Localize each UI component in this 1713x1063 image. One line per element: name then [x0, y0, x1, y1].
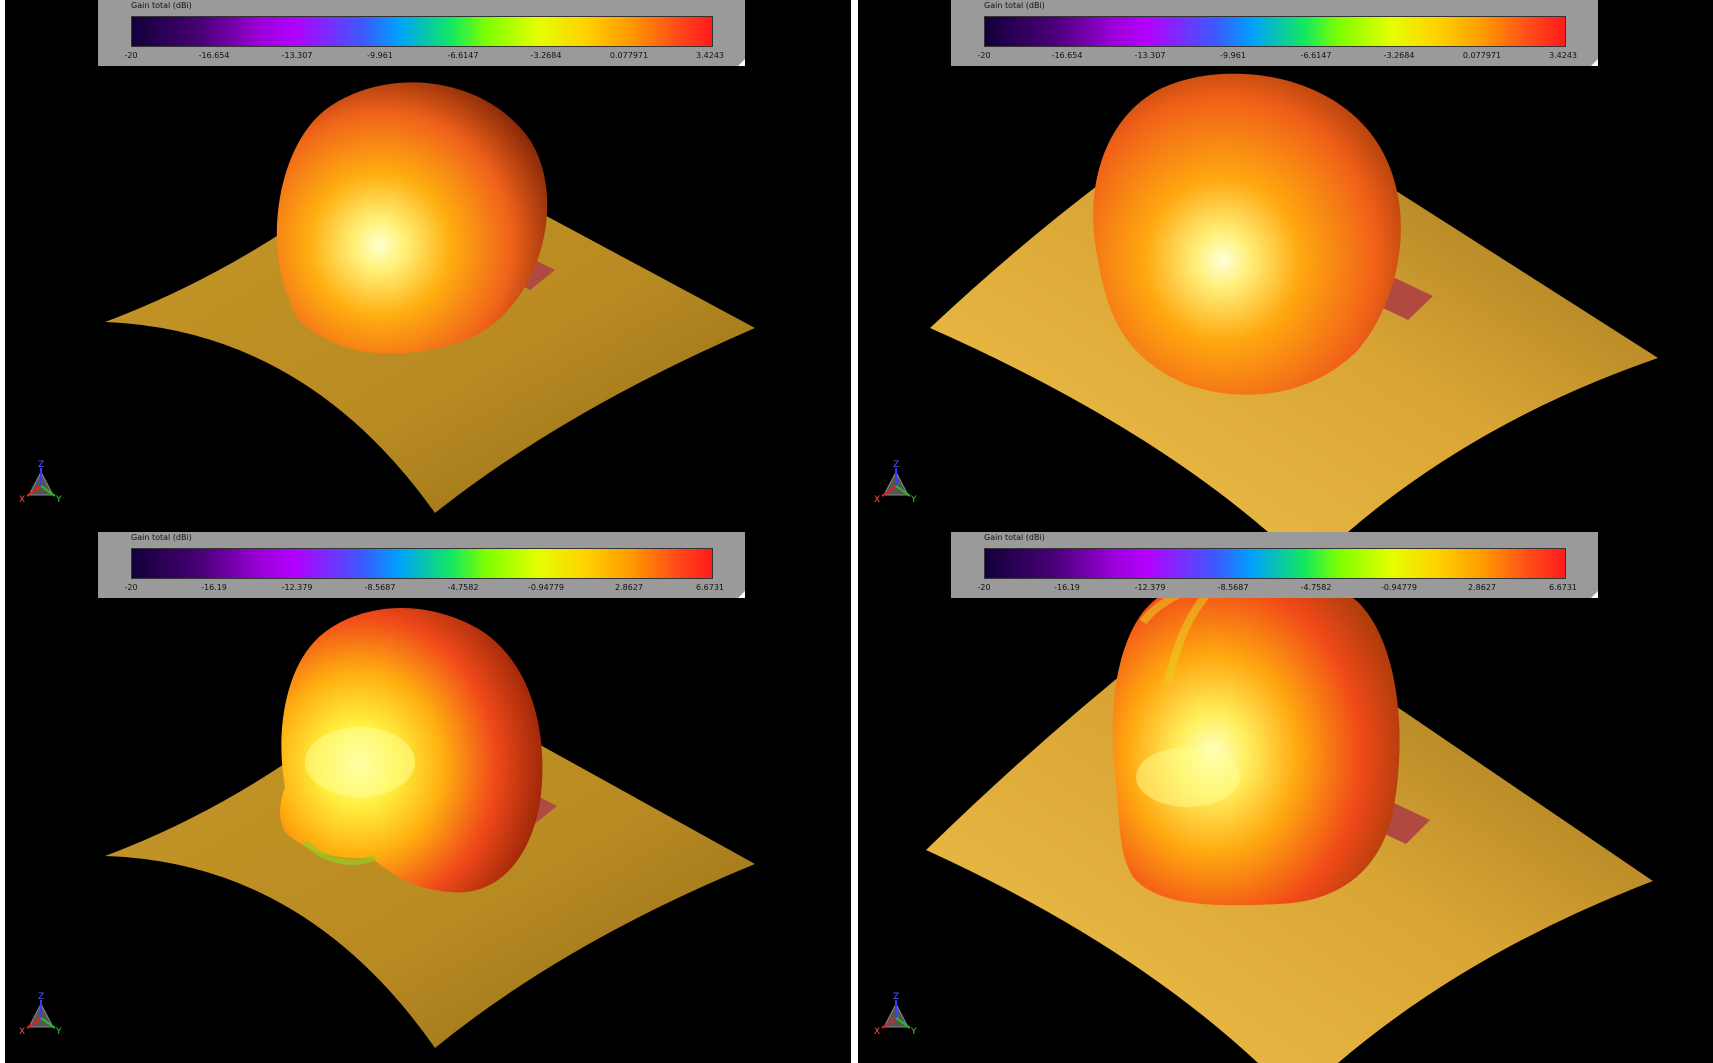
axis-triad: Z X Y — [19, 460, 62, 504]
axis-y-label: Y — [55, 495, 62, 504]
axis-triad: Z X Y — [874, 992, 917, 1036]
legend-tick-label: -16.19 — [1054, 583, 1080, 592]
color-legend: Gain total (dBi) -20 -16.654 -13.307 -9.… — [98, 0, 745, 66]
axis-x-label: X — [874, 1027, 880, 1036]
legend-tick-label: -20 — [124, 51, 138, 60]
pattern-3d-lobe — [1093, 73, 1401, 395]
legend-resize-handle[interactable] — [738, 591, 745, 598]
legend-tick-label: 0.077971 — [1462, 51, 1502, 60]
legend-tick-label: -6.6147 — [447, 51, 479, 60]
legend-tick-label: 2.8627 — [1468, 583, 1496, 592]
legend-tick-label: -13.307 — [281, 51, 313, 60]
legend-title: Gain total (dBi) — [131, 1, 192, 10]
legend-tick-label: -4.7582 — [447, 583, 479, 592]
axis-y-label: Y — [910, 495, 917, 504]
axis-z-label: Z — [38, 992, 44, 1002]
legend-tick-label: -20 — [124, 583, 138, 592]
legend-resize-handle[interactable] — [738, 59, 745, 66]
pattern-3d-lobe — [276, 82, 548, 354]
axis-x-label: X — [19, 1027, 25, 1036]
legend-colorbar — [984, 16, 1566, 47]
radiation-pattern-scene — [105, 82, 755, 513]
legend-resize-handle[interactable] — [1591, 59, 1598, 66]
legend-tick-label: 3.4243 — [1549, 51, 1577, 60]
legend-tick-label: -12.379 — [1134, 583, 1166, 592]
axis-x-label: X — [19, 495, 25, 504]
radiation-pattern-scene — [926, 570, 1653, 1063]
legend-colorbar — [131, 548, 713, 579]
axis-z-label: Z — [893, 992, 899, 1002]
pattern-3d-lobe — [1112, 570, 1400, 906]
legend-colorbar — [131, 16, 713, 47]
legend-tick-label: -16.654 — [1051, 51, 1083, 60]
legend-tick-label: 6.6731 — [696, 583, 724, 592]
legend-tick-label: -16.654 — [198, 51, 230, 60]
view-panel-bottom-right: Gain total (dBi) -20 -16.19 -12.379 -8.5… — [858, 532, 1713, 1063]
color-legend: Gain total (dBi) -20 -16.19 -12.379 -8.5… — [951, 532, 1598, 598]
legend-tick-label: -0.94779 — [528, 583, 564, 592]
legend-tick-label: -13.307 — [1134, 51, 1166, 60]
legend-tick-label: 3.4243 — [696, 51, 724, 60]
legend-tick-label: -6.6147 — [1300, 51, 1332, 60]
axis-triad: Z X Y — [874, 460, 917, 504]
axis-triad: Z X Y — [19, 992, 62, 1036]
legend-tick-label: -8.5687 — [364, 583, 396, 592]
view-panel-bottom-left: Gain total (dBi) -20 -16.19 -12.379 -8.5… — [5, 532, 851, 1063]
legend-tick-label: -9.961 — [367, 51, 393, 60]
axis-x-label: X — [874, 495, 880, 504]
axis-y-label: Y — [55, 1027, 62, 1036]
legend-tick-label: 2.8627 — [615, 583, 643, 592]
legend-tick-label: -9.961 — [1220, 51, 1246, 60]
legend-tick-label: -12.379 — [281, 583, 313, 592]
legend-tick-label: -8.5687 — [1217, 583, 1249, 592]
legend-tick-label: -0.94779 — [1381, 583, 1417, 592]
axis-z-label: Z — [38, 460, 44, 470]
color-legend: Gain total (dBi) -20 -16.19 -12.379 -8.5… — [98, 532, 745, 598]
view-panel-top-right: Gain total (dBi) -20 -16.654 -13.307 -9.… — [858, 0, 1713, 532]
view-panel-top-left: Gain total (dBi) -20 -16.654 -13.307 -9.… — [5, 0, 851, 532]
axis-z-label: Z — [893, 460, 899, 470]
legend-title: Gain total (dBi) — [131, 533, 192, 542]
legend-title: Gain total (dBi) — [984, 1, 1045, 10]
legend-title: Gain total (dBi) — [984, 533, 1045, 542]
legend-tick-label: 6.6731 — [1549, 583, 1577, 592]
legend-colorbar — [984, 548, 1566, 579]
radiation-pattern-scene — [105, 608, 755, 1048]
axis-y-label: Y — [910, 1027, 917, 1036]
legend-resize-handle[interactable] — [1591, 591, 1598, 598]
legend-tick-label: -3.2684 — [1383, 51, 1415, 60]
radiation-pattern-scene — [930, 73, 1658, 532]
legend-tick-label: -20 — [977, 583, 991, 592]
legend-tick-label: -4.7582 — [1300, 583, 1332, 592]
color-legend: Gain total (dBi) -20 -16.654 -13.307 -9.… — [951, 0, 1598, 66]
legend-tick-label: -20 — [977, 51, 991, 60]
legend-tick-label: -16.19 — [201, 583, 227, 592]
legend-tick-label: 0.077971 — [609, 51, 649, 60]
legend-tick-label: -3.2684 — [530, 51, 562, 60]
